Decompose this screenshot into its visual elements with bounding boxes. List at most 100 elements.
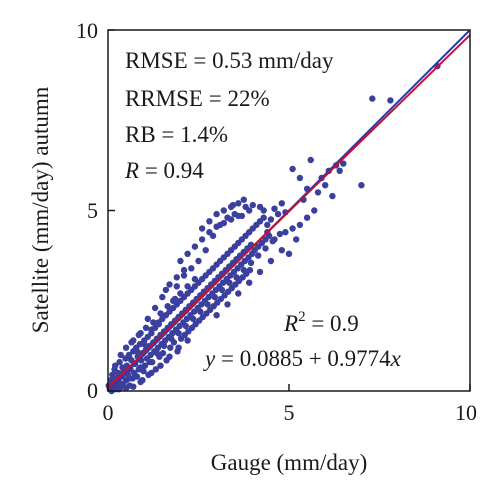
r2-label: R2 = 0.9: [283, 309, 359, 336]
data-point: [148, 369, 155, 377]
data-point: [128, 339, 135, 346]
data-point: [148, 326, 155, 333]
data-point: [184, 250, 191, 257]
data-point: [151, 304, 159, 312]
data-point: [112, 362, 119, 369]
x-tick-label-0: 0: [103, 400, 114, 425]
data-point: [307, 156, 314, 164]
data-point: [314, 189, 322, 196]
data-point: [218, 286, 226, 294]
data-points: [105, 62, 441, 395]
rb-label: RB = 1.4%: [125, 122, 228, 147]
data-point: [358, 182, 365, 189]
x-tick-label-5: 5: [284, 400, 295, 425]
data-point: [246, 207, 253, 214]
data-point: [122, 384, 130, 392]
data-point: [211, 293, 218, 301]
data-point: [130, 383, 137, 390]
eq-coefficients: = 0.0885 + 0.9774: [215, 346, 391, 371]
r2-symbol: R: [283, 311, 298, 336]
rmse-label: RMSE = 0.53 mm/day: [125, 48, 334, 73]
r-symbol: R: [124, 158, 139, 183]
data-point: [184, 283, 191, 290]
data-point: [246, 266, 254, 274]
data-point: [177, 257, 184, 265]
data-point: [260, 214, 267, 221]
y-axis-ticks: [108, 29, 115, 392]
r-label: R = 0.94: [124, 158, 204, 183]
data-point: [255, 252, 262, 259]
data-point: [262, 245, 269, 252]
data-point: [220, 219, 227, 227]
y-axis-title: Satellite (mm/day) autumn: [28, 86, 53, 333]
r2-value: = 0.9: [306, 311, 359, 336]
data-point: [278, 247, 285, 254]
data-point: [189, 315, 197, 322]
data-point: [226, 279, 233, 286]
data-point: [150, 319, 157, 326]
data-point: [191, 243, 199, 250]
data-point: [184, 337, 191, 344]
data-point: [159, 349, 167, 357]
data-point: [126, 375, 133, 382]
data-point: [296, 221, 304, 229]
data-point: [191, 275, 199, 283]
data-point: [195, 257, 202, 265]
data-point: [260, 207, 267, 214]
data-point: [235, 212, 242, 220]
data-point: [267, 257, 275, 265]
data-point: [167, 344, 174, 351]
fit-line: [107, 34, 471, 389]
data-point: [175, 330, 182, 337]
rrmse-label: RRMSE = 22%: [125, 86, 270, 111]
data-point: [168, 335, 175, 342]
data-point: [282, 229, 289, 236]
data-point: [122, 344, 130, 351]
data-point: [173, 274, 180, 281]
data-point: [369, 95, 376, 102]
data-point: [220, 207, 227, 214]
data-point: [274, 210, 282, 218]
data-point: [141, 340, 148, 348]
data-point: [116, 358, 123, 366]
data-point: [155, 319, 162, 326]
data-point: [188, 265, 195, 272]
data-point: [296, 174, 304, 182]
data-point: [264, 221, 271, 229]
r-value: = 0.94: [139, 158, 204, 183]
data-point: [240, 266, 247, 274]
regression-lines: [107, 29, 471, 392]
x-axis-title: Gauge (mm/day): [211, 450, 367, 475]
x-axis-ticks: [107, 384, 471, 391]
data-point: [247, 259, 255, 266]
data-point: [289, 225, 296, 232]
data-point: [171, 295, 179, 303]
data-point: [213, 210, 220, 218]
data-point: [206, 229, 213, 236]
data-point: [267, 216, 275, 223]
data-point: [152, 366, 159, 373]
data-point: [139, 377, 146, 384]
data-point: [133, 348, 141, 355]
data-point: [213, 312, 220, 319]
data-point: [146, 358, 153, 366]
data-point: [246, 279, 253, 286]
data-point: [164, 303, 171, 310]
data-point: [387, 97, 394, 104]
data-point: [198, 236, 206, 243]
y-tick-label-10: 10: [76, 18, 98, 43]
data-point: [197, 308, 204, 315]
data-point: [311, 207, 318, 214]
data-point: [175, 344, 182, 351]
data-point: [235, 290, 242, 297]
data-point: [160, 342, 168, 350]
data-point: [235, 200, 242, 207]
y-tick-label-0: 0: [87, 378, 98, 403]
data-point: [166, 353, 173, 360]
data-point: [271, 205, 278, 212]
data-point: [227, 216, 235, 223]
regression-equation: y = 0.0885 + 0.9774x: [203, 346, 402, 371]
data-point: [204, 301, 211, 308]
data-point: [206, 218, 213, 225]
